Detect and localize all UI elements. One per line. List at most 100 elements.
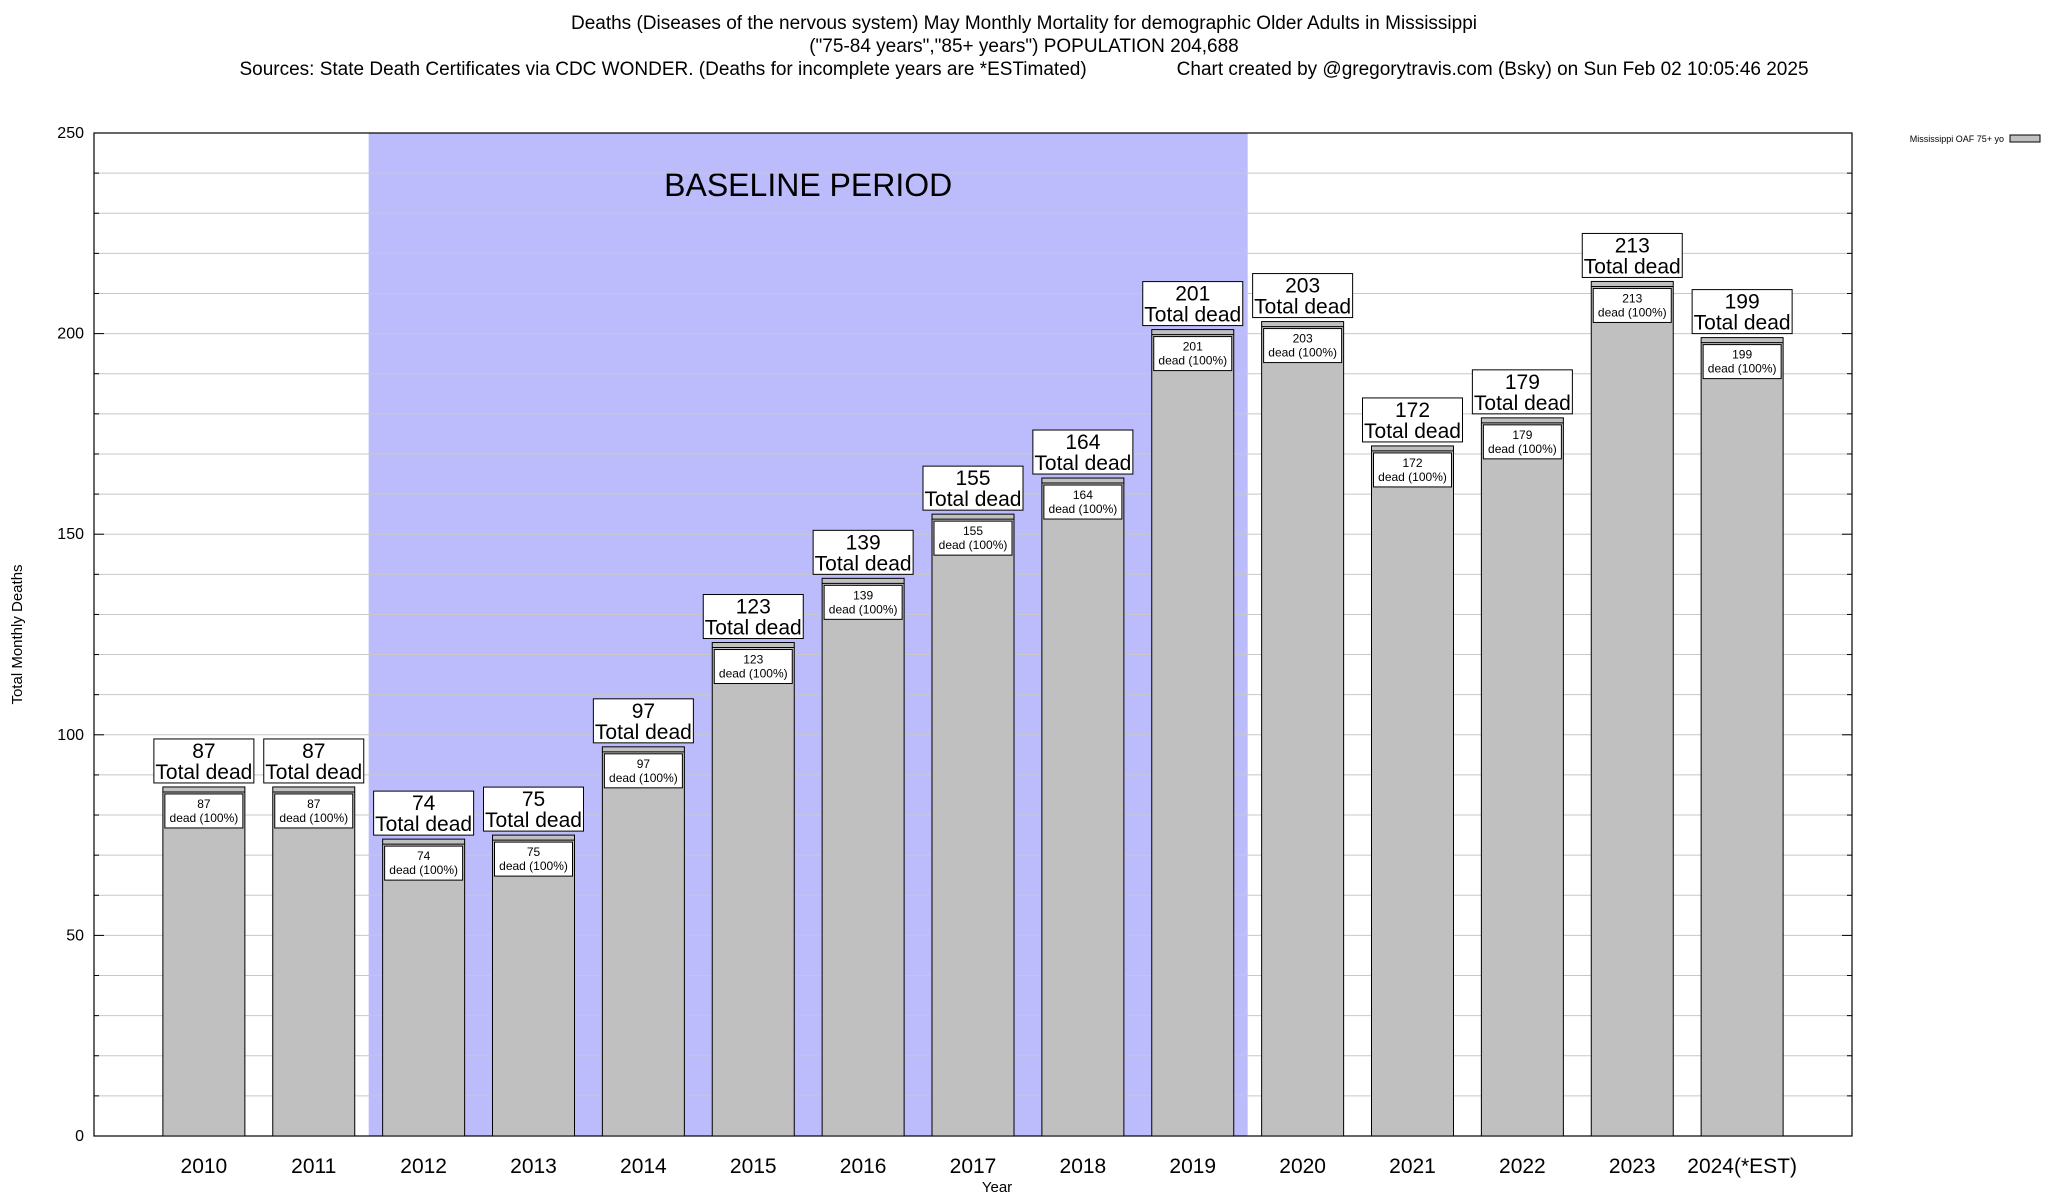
bar-segment-percent-label: dead (100%) xyxy=(170,811,239,825)
bar-total-value-label: 87 xyxy=(302,740,325,763)
bar-segment-value-label: 164 xyxy=(1073,488,1093,502)
x-tick-label: 2019 xyxy=(1169,1155,1216,1178)
bar-total-value-label: 164 xyxy=(1065,431,1100,454)
bar-total-value-label: 201 xyxy=(1175,283,1210,306)
bar-total-label-box xyxy=(153,738,255,784)
bar-total-value-label: 74 xyxy=(412,792,436,815)
x-tick-label: 2011 xyxy=(291,1155,336,1178)
bar xyxy=(711,642,795,1137)
bar-total-text-label: Total dead xyxy=(1034,452,1131,475)
bar-segment-value-label: 201 xyxy=(1183,340,1203,354)
bar-segment-label-box xyxy=(1702,344,1782,380)
bar-segment-percent-label: dead (100%) xyxy=(829,602,898,616)
bar-segment-label-box xyxy=(1263,328,1343,364)
x-tick-label: 2016 xyxy=(840,1155,887,1178)
bar-total-label-box xyxy=(373,790,475,836)
bar-total-text-label: Total dead xyxy=(1254,296,1351,319)
bar-segment-percent-label: dead (100%) xyxy=(1708,362,1777,376)
bar-segment-value-label: 75 xyxy=(527,845,541,859)
bar xyxy=(1480,417,1564,1137)
bar-total-label-box xyxy=(1032,429,1134,475)
bar-segment-label-box xyxy=(823,584,903,620)
bar-total-label-box xyxy=(483,786,584,832)
bar-total-value-label: 179 xyxy=(1505,371,1540,394)
x-tick-label: 2023 xyxy=(1609,1155,1656,1178)
bar-total-value-label: 172 xyxy=(1395,399,1430,422)
bar xyxy=(272,786,356,1137)
x-tick-label: 2021 xyxy=(1389,1155,1436,1178)
bar-total-value-label: 155 xyxy=(955,467,990,490)
bar xyxy=(601,746,685,1137)
bar-segment-value-label: 123 xyxy=(743,653,763,667)
legend-swatch xyxy=(2009,134,2041,143)
bar-segment-label-box xyxy=(603,753,683,789)
bar-total-label-box xyxy=(592,698,694,744)
bar-segment-percent-label: dead (100%) xyxy=(1268,346,1337,360)
bar-total-value-label: 97 xyxy=(632,700,655,723)
bar-segment-label-box xyxy=(494,841,573,877)
bar-total-text-label: Total dead xyxy=(265,761,362,784)
chart-credit: Chart created by @gregorytravis.com (Bsk… xyxy=(1176,59,1809,80)
chart-title: Deaths (Diseases of the nervous system) … xyxy=(570,13,1477,34)
bar-segment-percent-label: dead (100%) xyxy=(1158,354,1227,368)
bar-segment-value-label: 139 xyxy=(853,588,873,602)
bar-total-value-label: 123 xyxy=(736,596,771,619)
bar-segment-value-label: 172 xyxy=(1402,456,1422,470)
bar-total-text-label: Total dead xyxy=(1694,312,1791,335)
bar-segment-value-label: 87 xyxy=(197,797,211,811)
bar-segment-percent-label: dead (100%) xyxy=(609,771,678,785)
bar-total-text-label: Total dead xyxy=(925,488,1022,511)
bar-total-text-label: Total dead xyxy=(1474,392,1571,415)
bar-segment-label-box xyxy=(1482,424,1562,460)
x-tick-label: 2014 xyxy=(620,1155,667,1178)
bar-total-text-label: Total dead xyxy=(155,761,252,784)
bar-total-value-label: 75 xyxy=(522,788,545,811)
bar-segment-label-box xyxy=(384,845,464,881)
bar-total-value-label: 199 xyxy=(1725,291,1760,314)
bar-segment-percent-label: dead (100%) xyxy=(499,859,568,873)
bar-total-label-box xyxy=(922,465,1024,511)
bar-segment-value-label: 179 xyxy=(1512,428,1532,442)
bar-segment-percent-label: dead (100%) xyxy=(1488,442,1557,456)
bar-segment-percent-label: dead (100%) xyxy=(1598,305,1667,319)
bar-segment-percent-label: dead (100%) xyxy=(719,667,788,681)
bar-total-label-box xyxy=(1691,289,1793,335)
bar-segment-percent-label: dead (100%) xyxy=(389,863,458,877)
y-tick-label: 200 xyxy=(57,326,84,343)
bar xyxy=(1041,477,1125,1137)
x-tick-label: 2010 xyxy=(181,1155,228,1178)
bar-segment-label-box xyxy=(1153,336,1233,372)
chart-title-block: Deaths (Diseases of the nervous system) … xyxy=(0,12,2048,81)
bar-total-text-label: Total dead xyxy=(705,617,802,640)
y-axis-title: Total Monthly Deaths xyxy=(9,564,26,704)
bar-total-text-label: Total dead xyxy=(485,809,582,832)
bar-total-value-label: 87 xyxy=(192,740,215,763)
x-tick-label: 2020 xyxy=(1279,1155,1326,1178)
bar-segment-percent-label: dead (100%) xyxy=(1378,470,1447,484)
bar xyxy=(821,577,905,1137)
legend-label: Mississippi OAF 75+ yo xyxy=(1910,134,2004,144)
bar-segment-label-box xyxy=(274,793,354,829)
bar-segment-label-box xyxy=(933,520,1013,556)
bar-total-text-label: Total dead xyxy=(595,721,692,744)
bar-segment-label-box xyxy=(164,793,244,829)
bar-total-value-label: 203 xyxy=(1285,275,1320,298)
x-tick-label: 2013 xyxy=(510,1155,557,1178)
x-tick-label: 2017 xyxy=(950,1155,997,1178)
bar xyxy=(382,838,466,1137)
bar-total-label-box xyxy=(263,738,365,784)
bar xyxy=(1590,280,1674,1137)
x-tick-label: 2012 xyxy=(400,1155,447,1178)
bar-segment-value-label: 87 xyxy=(307,797,321,811)
bar-total-label-box xyxy=(1142,281,1244,327)
x-tick-label: 2022 xyxy=(1499,1155,1546,1178)
bar-total-label-box xyxy=(1471,369,1573,415)
y-tick-label: 100 xyxy=(57,727,84,744)
bar xyxy=(1261,321,1345,1137)
bar xyxy=(1151,329,1235,1137)
chart-subtitle: ("75-84 years","85+ years") POPULATION 2… xyxy=(809,36,1239,57)
baseline-period-label: BASELINE PERIOD xyxy=(664,167,952,203)
bar xyxy=(492,834,575,1137)
y-tick-label: 50 xyxy=(66,927,84,944)
